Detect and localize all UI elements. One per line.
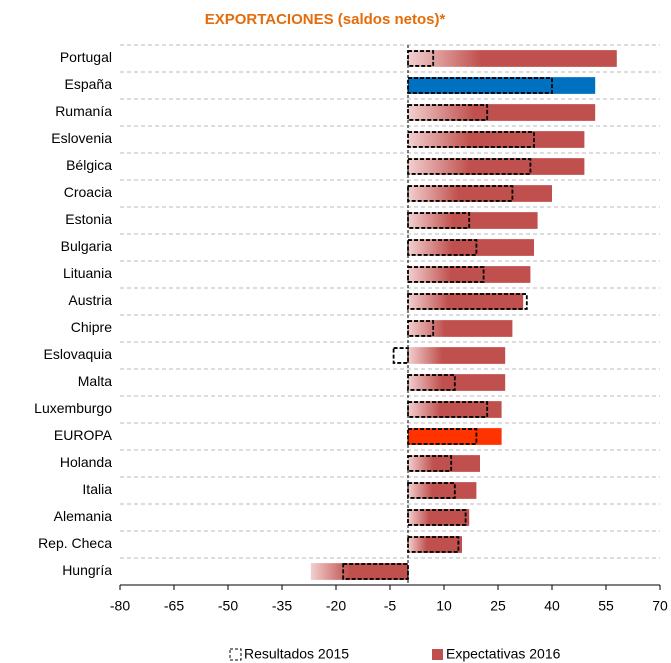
y-tick-label: Alemania <box>54 508 113 524</box>
x-tick-label: -50 <box>218 598 238 614</box>
bar-outline <box>392 347 409 364</box>
bar <box>408 212 538 229</box>
bar <box>408 50 617 67</box>
x-tick-label: 10 <box>436 598 452 614</box>
x-tick-label: -20 <box>326 598 346 614</box>
y-tick-label: Italia <box>82 481 112 497</box>
bar <box>408 509 470 526</box>
bar <box>408 104 596 121</box>
bar-outline <box>407 455 453 472</box>
x-tick-label: 40 <box>544 598 560 614</box>
bar-outline <box>407 131 535 148</box>
bar <box>408 266 531 283</box>
x-tick-label: 25 <box>490 598 506 614</box>
legend-swatch <box>229 648 242 661</box>
bar <box>408 428 502 445</box>
bar-outline <box>407 536 460 553</box>
bar <box>310 563 408 580</box>
y-tick-label: Lituania <box>63 265 112 281</box>
bar <box>408 158 585 175</box>
y-tick-label: Luxemburgo <box>34 400 112 416</box>
y-tick-label: Eslovenia <box>51 130 112 146</box>
x-tick-label: -65 <box>164 598 184 614</box>
y-tick-label: Hungría <box>62 562 112 578</box>
chart-title: EXPORTACIONES (saldos netos)* <box>205 11 446 28</box>
y-tick-label: España <box>65 76 113 92</box>
bar-outline <box>407 77 553 94</box>
bar <box>408 536 462 553</box>
bar <box>408 185 552 202</box>
y-tick-label: Chipre <box>71 319 112 335</box>
bar <box>408 293 524 310</box>
x-tick-label: 70 <box>652 598 668 614</box>
bar-outline <box>407 185 514 202</box>
legend-swatch <box>432 649 443 660</box>
bar <box>408 347 506 364</box>
bar <box>408 374 506 391</box>
y-tick-label: Malta <box>78 373 112 389</box>
x-tick-label: -80 <box>110 598 130 614</box>
legend-label: Expectativas 2016 <box>446 646 561 662</box>
y-tick-label: Austria <box>68 292 112 308</box>
bar <box>408 320 513 337</box>
bar-outline <box>407 266 485 283</box>
bar <box>408 77 596 94</box>
y-tick-label: Bulgaria <box>61 238 113 254</box>
x-tick-label: 55 <box>598 598 614 614</box>
y-tick-label: Portugal <box>60 49 112 65</box>
x-tick-label: -5 <box>384 598 397 614</box>
y-tick-label: Eslovaquia <box>44 346 113 362</box>
y-tick-label: Croacia <box>64 184 112 200</box>
y-tick-label: Holanda <box>60 454 112 470</box>
y-tick-label: Rumanía <box>55 103 112 119</box>
y-tick-label: EUROPA <box>54 427 113 443</box>
bar <box>408 401 502 418</box>
bar-outline <box>407 401 489 418</box>
bar <box>408 482 477 499</box>
y-tick-label: Bélgica <box>66 157 112 173</box>
y-tick-label: Estonia <box>65 211 112 227</box>
bar <box>408 131 585 148</box>
bar-outline <box>407 320 435 337</box>
bar <box>408 239 534 256</box>
legend-label: Resultados 2015 <box>244 646 349 662</box>
bar <box>408 455 480 472</box>
x-tick-label: -35 <box>272 598 292 614</box>
bar-outline <box>407 50 435 67</box>
y-tick-label: Rep. Checa <box>38 535 112 551</box>
